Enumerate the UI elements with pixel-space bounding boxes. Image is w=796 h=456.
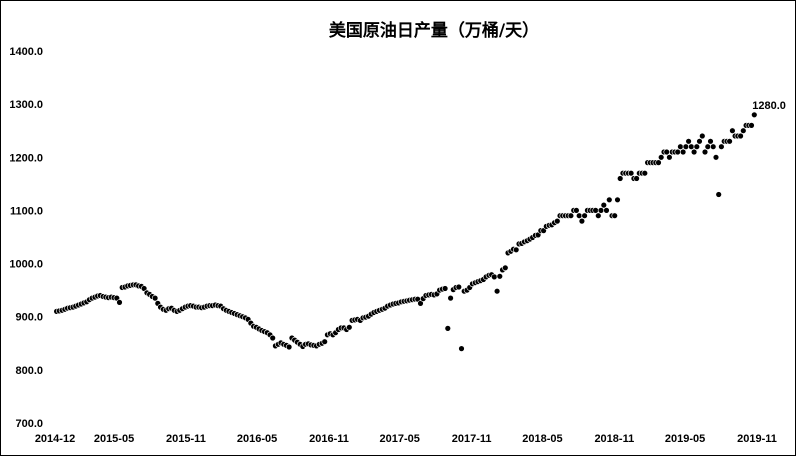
last-value-label: 1280.0: [752, 100, 786, 112]
y-tick-label: 1200.0: [9, 152, 43, 164]
data-point: [740, 127, 747, 134]
data-point: [726, 138, 733, 145]
x-tick-label: 2016-05: [237, 433, 277, 445]
data-point: [677, 143, 684, 150]
data-point: [567, 212, 575, 219]
data-point: [595, 212, 602, 219]
y-tick-label: 800.0: [15, 365, 43, 377]
y-tick-label: 900.0: [15, 312, 43, 324]
y-tick-label: 1400.0: [9, 46, 43, 58]
data-point: [679, 148, 687, 156]
data-point: [592, 207, 599, 214]
data-point: [493, 288, 501, 295]
data-point: [699, 132, 706, 140]
data-point: [718, 143, 725, 150]
data-point: [685, 138, 692, 145]
data-point: [575, 212, 583, 219]
data-point: [269, 334, 276, 342]
data-point: [611, 212, 618, 219]
data-point: [616, 175, 624, 182]
data-point: [447, 294, 454, 302]
data-point: [707, 138, 714, 145]
data-point: [748, 122, 755, 129]
data-point: [682, 143, 690, 150]
data-point: [633, 175, 640, 182]
chart-title: 美国原油日产量（万桶/天）: [329, 20, 539, 41]
data-point: [285, 343, 293, 351]
data-point: [688, 143, 695, 150]
data-point: [441, 285, 449, 292]
y-tick-label: 1000.0: [9, 259, 43, 271]
data-point: [116, 299, 123, 306]
data-point: [597, 207, 605, 214]
y-tick-label: 700.0: [15, 418, 43, 430]
y-tick-label: 1100.0: [10, 205, 43, 217]
data-point: [417, 300, 424, 307]
x-tick-label: 2018-11: [594, 433, 634, 445]
data-point: [729, 127, 736, 134]
data-point: [600, 201, 607, 209]
data-point: [606, 196, 613, 204]
data-point: [663, 148, 670, 156]
data-point: [502, 264, 509, 271]
x-tick-label: 2017-05: [380, 433, 420, 445]
x-tick-label: 2015-05: [94, 433, 134, 445]
data-point: [657, 154, 665, 161]
data-point: [666, 154, 673, 161]
data-point: [444, 325, 451, 332]
data-point: [696, 138, 703, 145]
data-point: [709, 143, 717, 150]
data-point: [573, 207, 580, 214]
data-point: [627, 170, 635, 177]
data-point: [701, 148, 709, 156]
data-point: [704, 143, 711, 150]
data-point: [751, 111, 758, 119]
data-point: [151, 294, 159, 302]
y-tick-label: 1300.0: [9, 99, 43, 111]
data-point: [458, 345, 465, 352]
y-axis: 700.0 800.0 900.0 1000.0 1100.0 1200.0 1300.0 1…: [9, 46, 43, 430]
data-point: [496, 273, 503, 280]
data-point: [554, 217, 561, 225]
data-point: [641, 170, 648, 177]
data-point: [737, 132, 744, 140]
data-point: [690, 148, 698, 156]
data-point: [491, 273, 498, 281]
data-point: [712, 154, 720, 161]
data-point: [715, 191, 722, 198]
x-axis: 2014-12 2015-05 2015-11 2016-05 2016-11 2017-…: [35, 433, 777, 445]
data-point: [321, 338, 328, 345]
data-point: [512, 246, 520, 254]
data-point: [655, 159, 662, 166]
data-point: [603, 207, 610, 214]
x-tick-label: 2019-11: [737, 433, 777, 445]
data-point: [346, 324, 353, 331]
data-series: [53, 111, 758, 352]
data-point: [674, 148, 681, 156]
x-tick-label: 2016-11: [309, 433, 349, 445]
x-tick-label: 2019-05: [665, 433, 705, 445]
data-point: [693, 143, 700, 150]
data-point: [455, 283, 462, 291]
x-tick-label: 2018-05: [522, 433, 562, 445]
x-tick-label: 2014-12: [35, 433, 75, 445]
x-tick-label: 2015-11: [166, 433, 206, 445]
data-point: [614, 196, 621, 204]
x-tick-label: 2017-11: [452, 433, 492, 445]
data-point: [578, 217, 586, 225]
data-point: [581, 212, 588, 219]
